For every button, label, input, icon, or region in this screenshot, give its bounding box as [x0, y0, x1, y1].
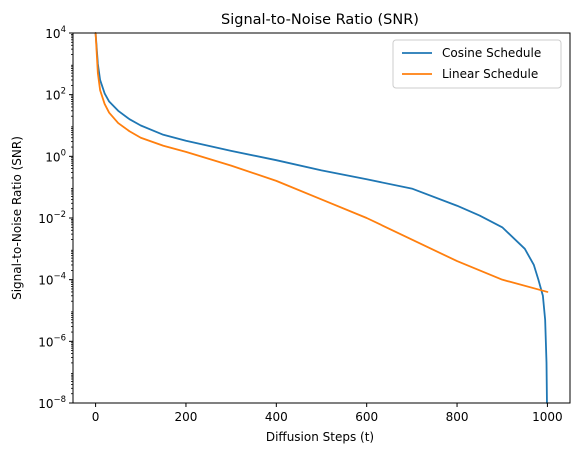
x-tick-label: 200	[175, 410, 198, 424]
y-tick-label: 10−4	[38, 272, 66, 288]
x-tick-label: 0	[92, 410, 100, 424]
x-tick-label: 400	[265, 410, 288, 424]
legend-label-linear: Linear Schedule	[442, 67, 538, 81]
x-tick-label: 800	[446, 410, 469, 424]
y-axis-ticks: 104 102 100 10−2 10−4 10−6 10−8	[38, 25, 73, 411]
x-axis-label: Diffusion Steps (t)	[266, 430, 374, 444]
series-layer	[94, 32, 549, 404]
legend: Cosine Schedule Linear Schedule	[392, 39, 562, 89]
x-axis-ticks: 0 200 400 600 800 1000	[92, 403, 563, 424]
y-tick-label: 10−2	[38, 210, 66, 226]
chart-title: Signal-to-Noise Ratio (SNR)	[221, 12, 419, 28]
legend-label-cosine: Cosine Schedule	[442, 46, 541, 60]
y-tick-label: 100	[45, 148, 66, 164]
plot-area	[73, 33, 570, 403]
series-line-cosine	[94, 32, 548, 404]
legend-box	[392, 39, 562, 89]
y-tick-label: 102	[45, 87, 66, 103]
series-line-linear	[94, 32, 549, 293]
y-axis-label: Signal-to-Noise Ratio (SNR)	[10, 136, 24, 300]
y-tick-label: 104	[45, 25, 66, 41]
x-tick-label: 600	[355, 410, 378, 424]
x-tick-label: 1000	[532, 410, 563, 424]
y-tick-label: 10−6	[38, 333, 66, 349]
y-tick-label: 10−8	[38, 395, 66, 411]
